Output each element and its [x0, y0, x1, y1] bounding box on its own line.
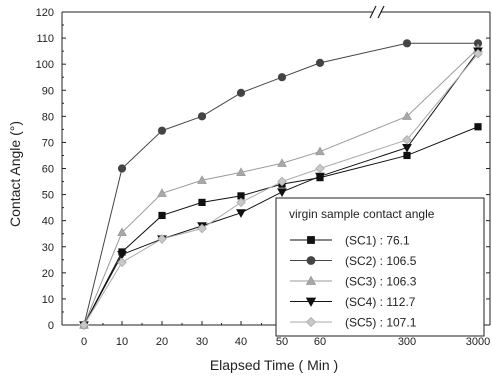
y-tick-label: 110 — [36, 33, 54, 45]
y-tick-label: 100 — [36, 59, 54, 71]
data-point — [236, 197, 246, 208]
legend-title: virgin sample contact angle — [289, 207, 435, 221]
series-4 — [79, 47, 483, 331]
x-tick-label: 3000 — [466, 336, 490, 348]
data-point — [315, 58, 325, 67]
x-tick-label: 30 — [196, 336, 208, 348]
data-point — [158, 211, 166, 220]
axis-ticks: 0 10 20 30 40 50 60 70 80 90 100 110 120 0 10 20 30 40 50 6… — [36, 7, 491, 348]
x-tick-label: 10 — [116, 336, 128, 348]
x-tick-label: 0 — [81, 336, 87, 348]
data-point — [277, 188, 287, 197]
data-point — [117, 250, 127, 260]
legend-label: (SC4) : 112.7 — [345, 295, 416, 309]
data-point — [117, 227, 127, 237]
data-point — [315, 163, 325, 174]
legend-label: (SC1) : 76.1 — [345, 234, 410, 248]
y-tick-label: 70 — [42, 137, 54, 149]
x-tick-label: 50 — [276, 336, 288, 348]
data-point — [277, 158, 287, 167]
legend-item: (SC1) : 76.1 — [290, 234, 410, 248]
legend-box — [275, 197, 485, 337]
data-point — [474, 123, 482, 131]
data-point — [473, 48, 483, 59]
axis-break-mark — [377, 5, 385, 19]
x-tick-label: 60 — [314, 336, 326, 348]
series-5 — [79, 48, 483, 330]
y-tick-label: 50 — [42, 190, 54, 202]
y-tick-label: 0 — [48, 320, 54, 332]
y-tick-label: 60 — [42, 164, 54, 176]
data-point — [236, 209, 246, 218]
x-axis-title: Elapsed Time ( Min ) — [210, 357, 338, 373]
series-group — [79, 39, 483, 331]
data-point — [402, 111, 412, 120]
axis-break-mark — [369, 5, 377, 19]
data-point — [197, 112, 207, 121]
data-point — [277, 73, 287, 82]
y-axis-title: Contact Angle (°) — [7, 121, 23, 227]
y-tick-label: 40 — [42, 216, 54, 228]
data-point — [236, 88, 246, 97]
data-point — [197, 175, 207, 184]
legend-label: (SC3) : 106.3 — [345, 275, 417, 289]
y-tick-label: 80 — [42, 111, 54, 123]
y-tick-label: 20 — [42, 268, 54, 280]
data-point — [403, 151, 411, 160]
series-2 — [79, 39, 483, 330]
data-point — [197, 223, 207, 234]
legend-item: (SC2) : 106.5 — [290, 254, 417, 268]
data-point — [198, 198, 206, 207]
legend-label: (SC5) : 107.1 — [345, 316, 417, 330]
legend-item: (SC3) : 106.3 — [290, 275, 417, 289]
legend: virgin sample contact angle (SC1) : 76.1… — [275, 197, 485, 337]
x-tick-label: 20 — [156, 336, 168, 348]
legend-item: (SC5) : 107.1 — [290, 316, 417, 330]
legend-marker — [307, 236, 315, 244]
legend-marker — [305, 275, 317, 285]
data-point — [315, 146, 325, 156]
data-point — [157, 188, 167, 197]
y-tick-label: 90 — [42, 85, 54, 97]
legend-marker — [305, 297, 317, 307]
data-point — [117, 164, 127, 173]
data-point — [157, 126, 167, 135]
data-point — [402, 39, 412, 48]
legend-item: (SC4) : 112.7 — [290, 295, 416, 309]
legend-marker — [305, 316, 317, 328]
y-tick-label: 10 — [42, 294, 54, 306]
x-tick-label: 300 — [398, 336, 416, 348]
data-point — [236, 167, 246, 177]
data-point — [79, 320, 89, 330]
legend-label: (SC2) : 106.5 — [345, 254, 417, 268]
data-point — [157, 234, 167, 244]
data-point — [402, 135, 412, 145]
legend-marker — [306, 256, 316, 265]
x-tick-label: 40 — [235, 336, 247, 348]
y-tick-label: 30 — [42, 242, 54, 254]
data-point — [117, 257, 127, 268]
y-tick-label: 120 — [36, 7, 54, 19]
data-point — [277, 176, 287, 187]
